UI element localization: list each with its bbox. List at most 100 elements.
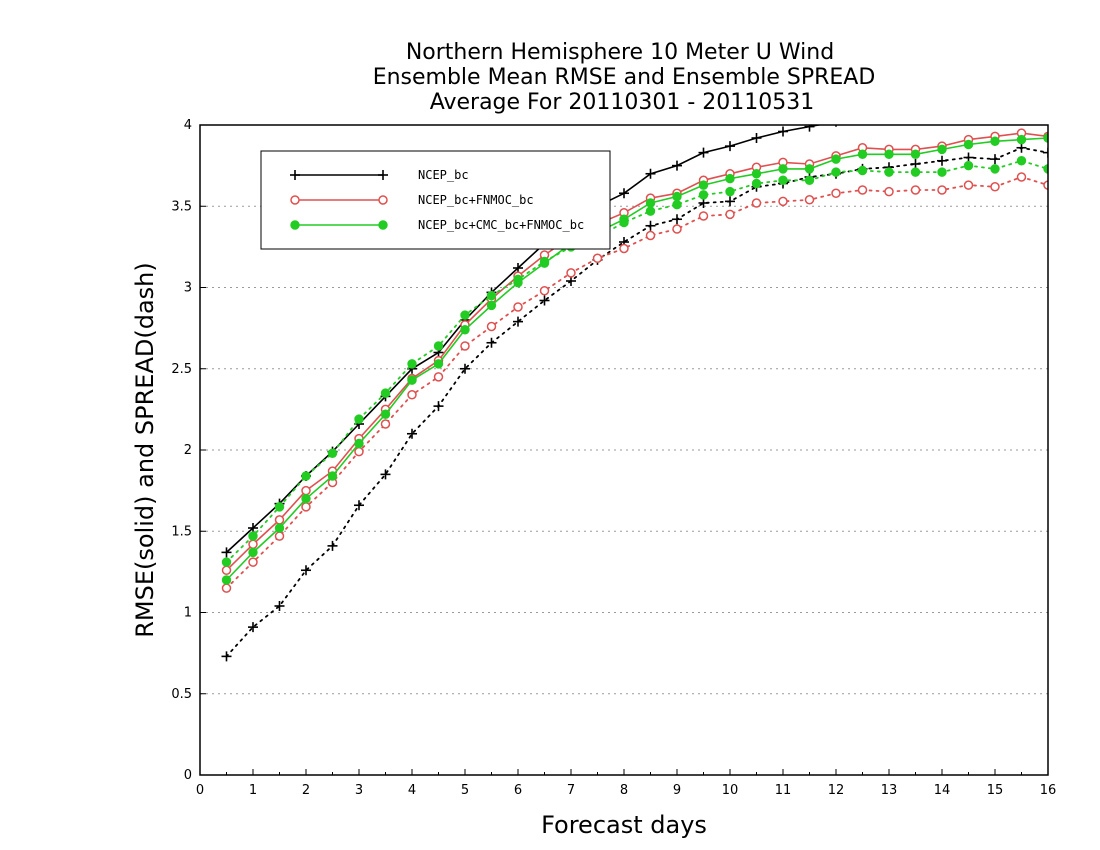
legend-marker-right-1 bbox=[378, 195, 388, 205]
series-0-rmse-point-19 bbox=[725, 141, 735, 152]
series-2-spread-point-23 bbox=[831, 167, 841, 177]
series-2-rmse-point-16 bbox=[645, 198, 656, 208]
series-0-spread-point-11 bbox=[513, 316, 523, 327]
x-tick-label-10: 10 bbox=[722, 783, 739, 798]
series-0-rmse-point-18 bbox=[698, 147, 709, 158]
chart-title-line-1: Northern Hemisphere 10 Meter U Wind bbox=[406, 40, 834, 65]
legend-marker-left-1 bbox=[290, 195, 300, 205]
legend-label-1: NCEP_bc+FNMOC_bc bbox=[418, 193, 534, 207]
chart-title-line-2: Ensemble Mean RMSE and Ensemble SPREAD bbox=[373, 65, 876, 90]
series-2-rmse-point-31 bbox=[1043, 133, 1048, 143]
series-0-rmse-point-1 bbox=[248, 523, 258, 533]
series-2-rmse-point-18 bbox=[698, 180, 709, 190]
series-0-rmse-point-17 bbox=[672, 160, 682, 171]
series-2-spread-point-21 bbox=[778, 175, 788, 185]
series-2-spread-point-19 bbox=[725, 186, 735, 197]
series-2-spread-point-11 bbox=[513, 274, 523, 285]
series-1-spread-point-15 bbox=[619, 243, 629, 254]
legend-label-2: NCEP_bc+CMC_bc+FNMOC_bc bbox=[418, 218, 584, 232]
series-1-spread-point-8 bbox=[433, 372, 444, 382]
series-1-spread-point-14 bbox=[592, 253, 603, 263]
series-1-spread-point-28 bbox=[963, 180, 974, 190]
series-0-spread-point-16 bbox=[645, 220, 656, 231]
series-2-spread-point-9 bbox=[460, 310, 470, 320]
series-0-spread-point-29 bbox=[990, 154, 1000, 165]
series-1-spread-point-19 bbox=[725, 209, 735, 220]
series-2-spread-point-29 bbox=[990, 164, 1000, 174]
y-tick-label-6: 3 bbox=[184, 281, 192, 296]
series-2-spread-point-25 bbox=[884, 167, 894, 177]
series-2-rmse-point-0 bbox=[221, 575, 232, 585]
x-tick-label-12: 12 bbox=[828, 783, 845, 798]
series-0-spread-point-9 bbox=[460, 363, 470, 374]
series-2-rmse-point-29 bbox=[990, 136, 1000, 146]
series-0-rmse-point-20 bbox=[751, 133, 762, 143]
series-1-spread-point-29 bbox=[990, 182, 1000, 192]
series-0-spread-point-2 bbox=[274, 601, 285, 611]
x-tick-label-2: 2 bbox=[302, 783, 310, 798]
series-2-rmse-point-20 bbox=[751, 169, 762, 179]
series-2-spread-point-6 bbox=[380, 388, 391, 398]
series-1-spread-point-16 bbox=[645, 230, 656, 241]
series-2-rmse-point-24 bbox=[857, 149, 868, 159]
x-tick-label-15: 15 bbox=[987, 783, 1004, 798]
x-tick-label-3: 3 bbox=[355, 783, 363, 798]
series-2-spread-point-26 bbox=[910, 167, 921, 177]
series-0-spread-point-7 bbox=[407, 428, 417, 439]
legend-marker-left-2 bbox=[290, 220, 300, 230]
x-tick-label-4: 4 bbox=[408, 783, 416, 798]
x-tick-label-13: 13 bbox=[881, 783, 898, 798]
series-1-spread-point-22 bbox=[804, 195, 815, 205]
y-tick-label-8: 4 bbox=[184, 118, 192, 133]
series-1 bbox=[221, 128, 1048, 593]
series-2-spread-point-1 bbox=[248, 531, 258, 541]
series-2-rmse-point-26 bbox=[910, 149, 921, 159]
chart-title-line-3: Average For 20110301 - 20110531 bbox=[430, 90, 815, 115]
series-0-spread-point-10 bbox=[486, 337, 497, 348]
series-1-spread-point-11 bbox=[513, 302, 523, 312]
legend-label-0: NCEP_bc bbox=[418, 168, 469, 182]
series-1-spread-point-5 bbox=[354, 446, 364, 457]
series-1-spread-point-3 bbox=[301, 502, 311, 512]
series-2-spread-point-8 bbox=[433, 341, 444, 351]
series-2-spread-point-5 bbox=[354, 414, 364, 424]
series-1-spread-point-9 bbox=[460, 341, 470, 351]
series-2-spread-point-20 bbox=[751, 178, 762, 189]
series-0-spread-point-3 bbox=[301, 565, 311, 576]
series-0-rmse-point-21 bbox=[778, 126, 788, 137]
series-1-rmse-point-0 bbox=[221, 565, 232, 575]
y-tick-label-2: 1 bbox=[184, 606, 192, 621]
series-2-spread-point-4 bbox=[327, 448, 338, 458]
series-2-rmse-point-27 bbox=[937, 144, 947, 155]
x-tick-label-16: 16 bbox=[1040, 783, 1057, 798]
y-tick-label-1: 0.5 bbox=[171, 687, 192, 702]
series-1-spread-point-1 bbox=[248, 557, 258, 567]
series-1-spread-point-7 bbox=[407, 390, 417, 400]
series-2-spread-point-17 bbox=[672, 199, 682, 210]
x-tick-label-7: 7 bbox=[567, 783, 575, 798]
x-axis-label: Forecast days bbox=[541, 811, 707, 839]
x-axis: 0 1 2 3 4 5 6 7 8 9 10 11 12 13 14 15 16 bbox=[196, 769, 1056, 798]
y-tick-label-3: 1.5 bbox=[171, 524, 192, 539]
series-1-spread-point-10 bbox=[486, 321, 497, 332]
series-1-rmse-point-2 bbox=[274, 515, 285, 525]
legend-item-0: NCEP_bc bbox=[290, 168, 469, 182]
series-2-rmse-point-25 bbox=[884, 149, 894, 159]
series-2-rmse-point-2 bbox=[274, 523, 285, 533]
series-2-spread-point-30 bbox=[1016, 156, 1027, 166]
series-0-rmse-point-22 bbox=[804, 125, 815, 132]
series-2-rmse-point-21 bbox=[778, 164, 788, 174]
series-1-spread-point-6 bbox=[380, 419, 391, 429]
series-2-rmse-point-22 bbox=[804, 164, 815, 174]
series-2-spread-point-24 bbox=[857, 165, 868, 176]
series-2-spread-point-15 bbox=[619, 217, 629, 228]
series-1-spread-point-17 bbox=[672, 224, 682, 234]
legend-marker-right-2 bbox=[378, 220, 388, 230]
series-2-rmse-point-10 bbox=[486, 300, 497, 311]
series-0-spread-point-6 bbox=[380, 469, 391, 480]
series-2-spread-point-12 bbox=[539, 256, 550, 267]
series-0-spread-point-30 bbox=[1016, 142, 1027, 153]
series-0-spread-point-4 bbox=[327, 540, 338, 551]
series-0-spread-point-18 bbox=[698, 198, 709, 208]
series-2 bbox=[221, 133, 1048, 585]
